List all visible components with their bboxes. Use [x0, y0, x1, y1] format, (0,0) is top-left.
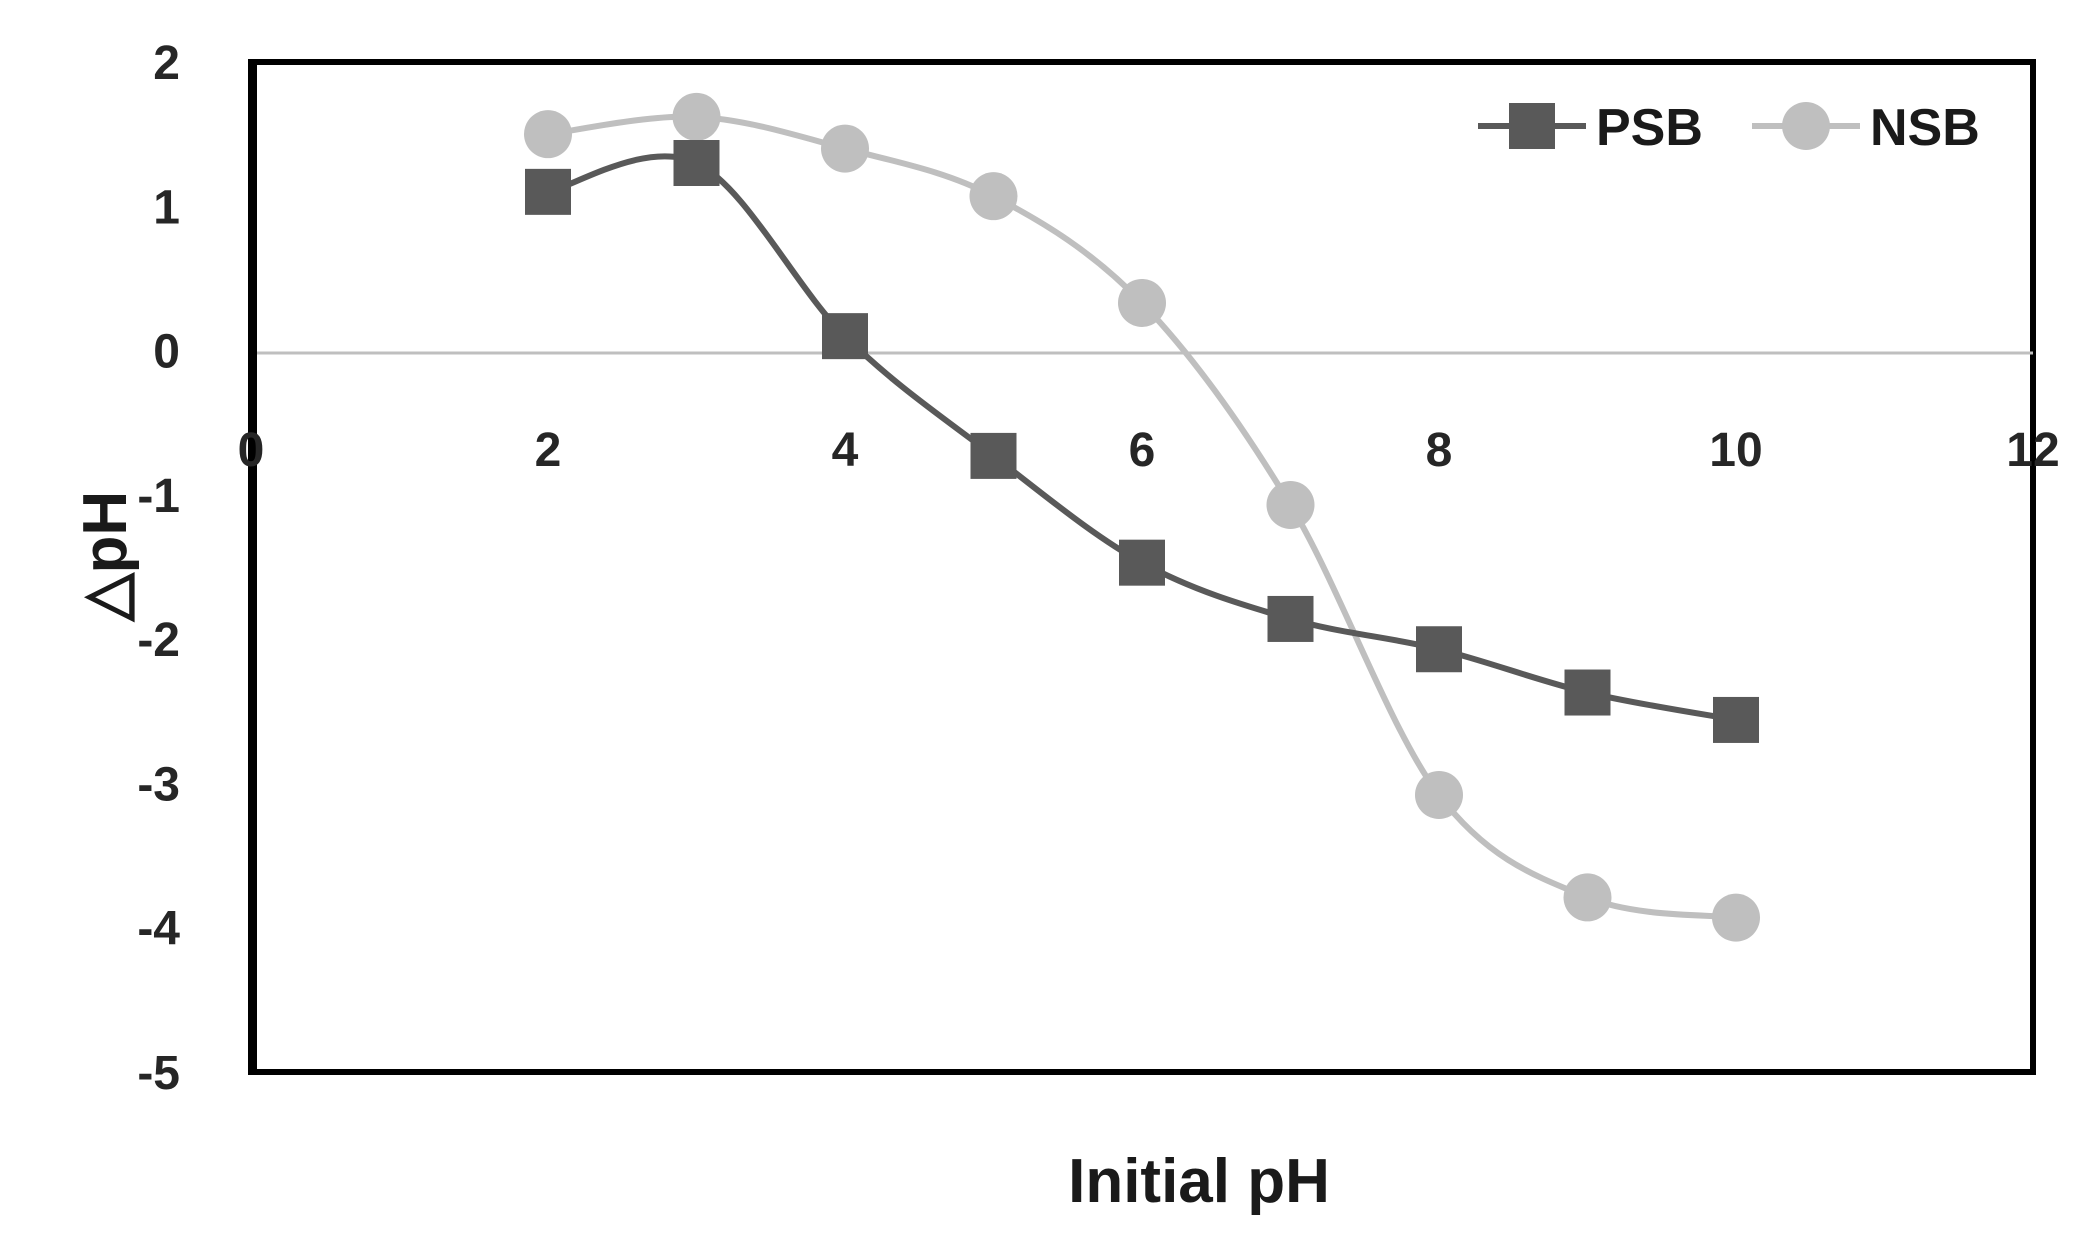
series-layer — [524, 92, 1760, 942]
data-point-psb — [1119, 539, 1165, 586]
data-point-nsb — [1118, 278, 1166, 327]
y-tick-label: -2 — [137, 614, 180, 667]
data-point-psb — [822, 313, 868, 360]
y-tick-label: -1 — [137, 470, 180, 523]
data-point-nsb — [821, 124, 869, 173]
x-tick-labels: 0 2 4 6 8 10 12 — [238, 424, 2060, 477]
data-point-nsb — [969, 172, 1018, 221]
series-nsb — [524, 92, 1760, 942]
y-tick-label: 0 — [153, 326, 180, 379]
data-point-psb — [970, 432, 1017, 479]
legend-item-nsb: NSB — [1752, 99, 1980, 157]
x-axis-title: Initial pH — [1068, 1147, 1330, 1216]
legend: PSB NSB — [1478, 99, 1980, 157]
legend-item-psb: PSB — [1478, 99, 1703, 157]
series-psb — [525, 140, 1759, 743]
y-tick-label: -3 — [137, 758, 180, 811]
legend-label: PSB — [1596, 99, 1703, 157]
x-tick-label: 4 — [832, 424, 859, 477]
legend-label: NSB — [1870, 99, 1980, 157]
data-point-psb — [525, 168, 571, 215]
y-tick-label: 2 — [153, 37, 180, 90]
data-point-nsb — [1266, 480, 1315, 529]
x-tick-label: 10 — [1709, 424, 1762, 477]
y-tick-labels: 2 1 0 -1 -2 -3 -4 -5 — [137, 37, 180, 1100]
data-point-psb — [1713, 696, 1759, 743]
series-line-nsb — [547, 113, 1737, 921]
y-axis-title: △pH — [71, 491, 140, 623]
x-tick-label: 6 — [1129, 424, 1156, 477]
data-point-psb — [1416, 626, 1462, 673]
data-point-nsb — [524, 110, 572, 159]
data-point-nsb — [672, 92, 721, 141]
x-tick-label: 0 — [238, 424, 265, 477]
data-point-nsb — [1712, 893, 1760, 942]
y-tick-label: 1 — [153, 181, 180, 234]
legend-marker — [1509, 103, 1555, 149]
data-point-nsb — [1563, 873, 1612, 922]
x-tick-label: 8 — [1426, 424, 1453, 477]
x-tick-label: 2 — [535, 424, 562, 477]
y-tick-label: -4 — [137, 903, 180, 956]
y-tick-label: -5 — [137, 1047, 180, 1100]
data-point-nsb — [1415, 770, 1463, 819]
x-tick-label: 12 — [2006, 424, 2059, 477]
data-point-psb — [673, 140, 720, 186]
data-point-psb — [1267, 595, 1314, 642]
legend-marker — [1782, 102, 1830, 150]
data-point-psb — [1564, 669, 1611, 716]
